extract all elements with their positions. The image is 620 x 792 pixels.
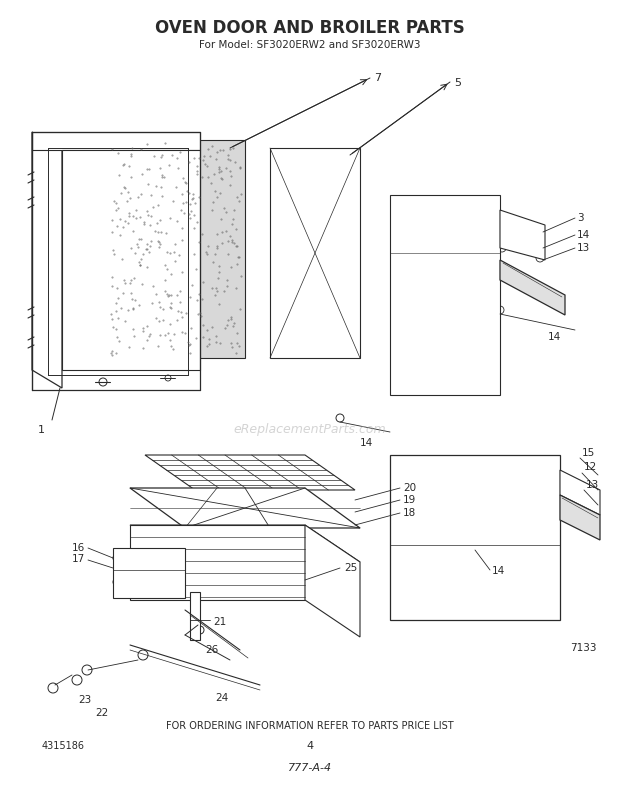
Text: 18: 18 xyxy=(403,508,416,518)
Text: 15: 15 xyxy=(582,448,595,458)
Text: 3: 3 xyxy=(577,213,583,223)
Polygon shape xyxy=(500,260,565,315)
Text: 777-A-4: 777-A-4 xyxy=(288,763,332,773)
Text: 22: 22 xyxy=(95,708,108,718)
Text: 19: 19 xyxy=(403,495,416,505)
Polygon shape xyxy=(32,132,200,150)
Polygon shape xyxy=(62,150,200,370)
Text: 16: 16 xyxy=(72,543,86,553)
Polygon shape xyxy=(108,140,245,358)
Polygon shape xyxy=(130,525,360,562)
Polygon shape xyxy=(500,210,545,260)
Polygon shape xyxy=(305,525,360,637)
Text: 14: 14 xyxy=(548,332,561,342)
Text: 20: 20 xyxy=(403,483,416,493)
Polygon shape xyxy=(560,470,600,515)
Polygon shape xyxy=(145,455,355,490)
Polygon shape xyxy=(113,548,185,598)
Text: 23: 23 xyxy=(78,695,91,705)
Text: 14: 14 xyxy=(492,566,505,576)
Text: 13: 13 xyxy=(577,243,590,253)
Polygon shape xyxy=(130,525,305,600)
Text: eReplacementParts.com: eReplacementParts.com xyxy=(234,424,386,436)
Text: 26: 26 xyxy=(205,645,218,655)
Polygon shape xyxy=(560,495,600,540)
Text: 21: 21 xyxy=(213,617,226,627)
Text: 25: 25 xyxy=(344,563,357,573)
Text: 4315186: 4315186 xyxy=(42,741,85,751)
Text: FOR ORDERING INFORMATION REFER TO PARTS PRICE LIST: FOR ORDERING INFORMATION REFER TO PARTS … xyxy=(166,721,454,731)
Polygon shape xyxy=(32,132,62,388)
Polygon shape xyxy=(390,455,560,620)
Text: 7133: 7133 xyxy=(570,643,596,653)
Text: 7: 7 xyxy=(374,73,381,83)
Text: 14: 14 xyxy=(577,230,590,240)
Polygon shape xyxy=(390,195,500,395)
Text: 24: 24 xyxy=(215,693,228,703)
Polygon shape xyxy=(130,488,360,528)
Text: 4: 4 xyxy=(306,741,314,751)
Polygon shape xyxy=(270,148,360,358)
Polygon shape xyxy=(190,592,200,640)
Text: For Model: SF3020ERW2 and SF3020ERW3: For Model: SF3020ERW2 and SF3020ERW3 xyxy=(199,40,421,50)
Text: 5: 5 xyxy=(454,78,461,88)
Text: 12: 12 xyxy=(584,462,597,472)
Text: 14: 14 xyxy=(360,438,373,448)
Text: OVEN DOOR AND BROILER PARTS: OVEN DOOR AND BROILER PARTS xyxy=(155,19,465,37)
Text: 17: 17 xyxy=(72,554,86,564)
Text: 1: 1 xyxy=(38,425,45,435)
Text: 13: 13 xyxy=(586,480,600,490)
